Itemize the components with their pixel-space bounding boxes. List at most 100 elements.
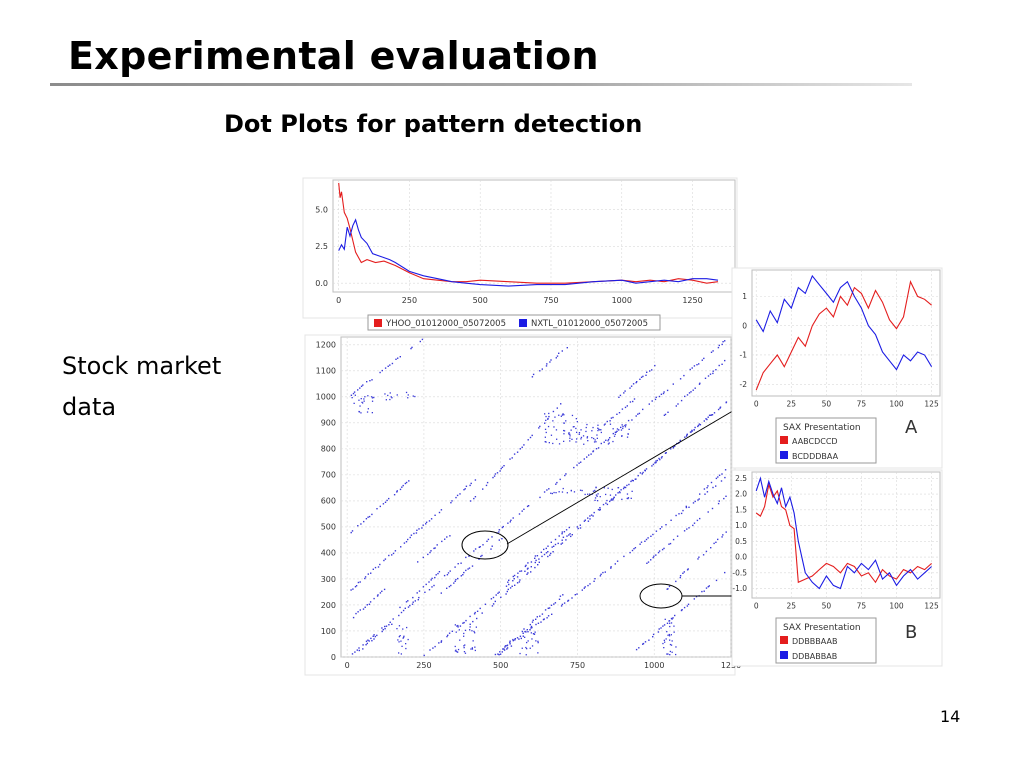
dotplot-dot <box>505 585 508 587</box>
dotplot-dot <box>541 613 544 615</box>
dotplot-dot <box>543 618 545 620</box>
dotplot-dot <box>550 552 552 555</box>
dotplot-dot <box>655 554 657 556</box>
dotplot-dot <box>674 614 676 617</box>
panel-b-x-tick-label: 0 <box>754 602 759 611</box>
dotplot-dot <box>427 553 429 556</box>
dotplot-dot <box>524 630 526 633</box>
dotplot-dot <box>412 596 414 599</box>
dotplot-dot <box>673 631 675 633</box>
dotplot-dot <box>698 383 701 385</box>
dotplot-dot <box>413 532 415 535</box>
dotplot-dot <box>405 601 408 603</box>
dotplot-dot <box>553 603 555 605</box>
dotplot-dot <box>712 370 714 372</box>
panel-b-y-tick-label: 2.0 <box>735 490 747 499</box>
dotplot-dot <box>707 485 709 487</box>
dotplot-dot <box>470 648 472 650</box>
dotplot-chart: 0 250 500 750 1000 1250 0 100 200 300 400 500 600 700… <box>304 334 750 676</box>
dotplot-dot <box>518 638 520 640</box>
dotplot-dot <box>494 600 496 603</box>
dotplot-dot <box>465 619 467 622</box>
dotplot-dot <box>669 643 672 646</box>
dotplot-dot <box>362 648 364 650</box>
panel-b-series-line-red <box>755 482 932 584</box>
dotplot-dot <box>580 461 582 463</box>
dotplot-dot <box>724 359 726 362</box>
dotplot-dot <box>502 648 504 650</box>
dotplot-dot <box>642 471 644 474</box>
dotplot-dot <box>670 634 672 636</box>
dotplot-dot <box>491 545 493 547</box>
dotplot-dot <box>529 629 531 631</box>
dotplot-dot <box>631 419 633 421</box>
dotplot-dot <box>565 420 567 422</box>
dotplot-dot <box>563 422 565 424</box>
dotplot-dot <box>359 609 361 611</box>
dotplot-dot <box>553 426 555 428</box>
dotplot-dot <box>607 487 609 489</box>
dotplot-dot <box>692 389 694 391</box>
dotplot-dot <box>621 498 623 500</box>
panel-a-x-tick-label: 125 <box>924 400 939 409</box>
dotplot-dot <box>464 644 466 646</box>
dotplot-dot <box>663 624 666 626</box>
dotplot-dot <box>640 376 643 378</box>
dotplot-dot <box>715 369 717 371</box>
dotplot-dot <box>520 637 522 640</box>
dotplot-dot <box>392 618 394 620</box>
dotplot-dot <box>614 431 617 433</box>
dotplot-dot <box>548 488 550 490</box>
panel-a-label: A <box>905 417 918 438</box>
dotplot-dot <box>602 503 605 506</box>
dotplot-dot <box>551 613 553 615</box>
dotplot-dot <box>692 524 694 527</box>
dotplot-dot <box>569 435 571 437</box>
dotplot-dot <box>401 486 403 488</box>
dotplot-dot <box>559 478 561 481</box>
dotplot-dot <box>410 347 412 350</box>
dotplot-dot <box>639 378 641 380</box>
dotplot-dot <box>638 647 640 649</box>
dotplot-dot <box>473 550 475 552</box>
dotplot-dot <box>563 433 565 435</box>
dotplot-dot <box>508 583 510 586</box>
dotplot-dot <box>563 430 566 432</box>
dotplot-dot <box>636 381 638 383</box>
dotplot-dot <box>669 625 671 628</box>
dotplot-dot <box>402 609 405 612</box>
dotplot-dot <box>451 500 453 502</box>
dotplot-dot <box>632 400 634 403</box>
dotplot-dot <box>469 623 471 625</box>
dotplot-dot <box>547 555 549 558</box>
dotplot-dot <box>576 438 578 440</box>
dotplot-dot <box>629 387 631 389</box>
dotplot-dot <box>599 496 601 498</box>
dotplot-dot <box>585 426 587 429</box>
dotplot-dot <box>490 548 492 550</box>
dotplot-dot <box>633 548 635 550</box>
dotplot-dot <box>392 552 395 555</box>
dotplot-dot <box>543 548 545 551</box>
dotplot-dot <box>603 441 605 443</box>
dotplot-dot <box>519 570 521 572</box>
dotplot-dot <box>459 493 461 495</box>
dotplot-dot <box>706 487 708 489</box>
dotplot-dot <box>698 556 700 558</box>
dotplot-dot <box>696 519 699 522</box>
dotplot-dot <box>545 419 547 421</box>
dotplot-dot <box>696 364 698 366</box>
dotplot-dot <box>573 491 576 493</box>
panel-a-x-tick-label: 25 <box>787 400 797 409</box>
dotplot-dot <box>624 486 627 489</box>
dotplot-dot <box>708 414 711 416</box>
dotplot-dot <box>616 430 618 432</box>
dotplot-dot <box>353 391 356 393</box>
dotplot-dot <box>655 530 658 532</box>
dotplot-dot <box>519 652 521 655</box>
dotplot-dot <box>516 582 519 584</box>
dotplot-dot <box>350 531 352 534</box>
dotplot-dot <box>594 497 597 499</box>
dotplot-dot <box>501 526 504 529</box>
dotplot-dot <box>649 370 651 372</box>
